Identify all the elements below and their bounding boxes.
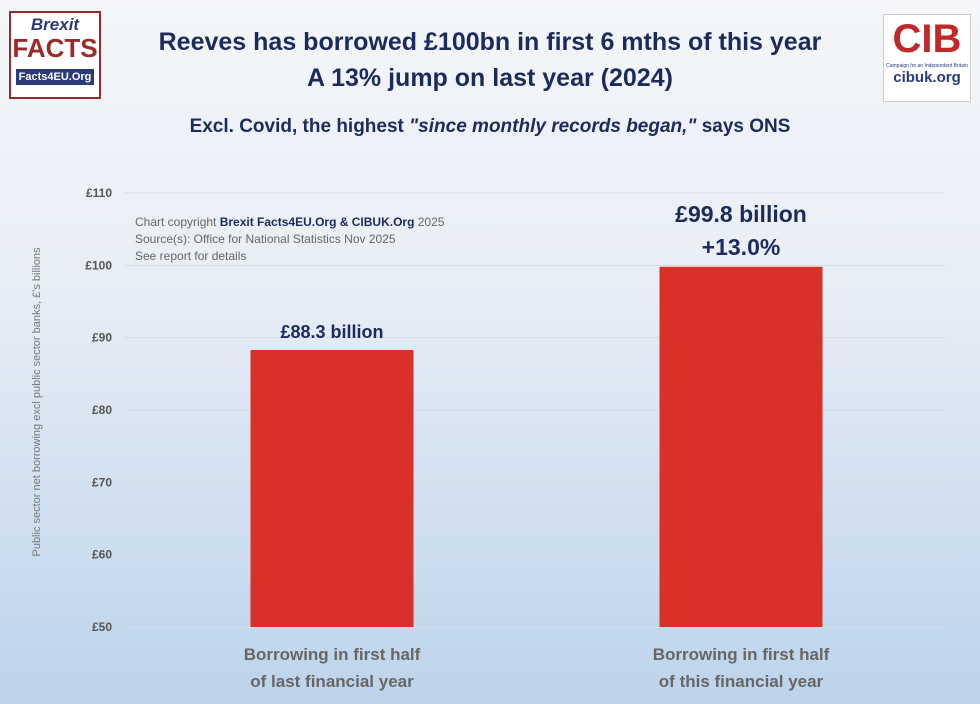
y-tick-label: £100: [85, 258, 112, 272]
cibuk-logo: CIB Campaign for an Independent Britain …: [883, 14, 971, 102]
y-tick-label: £110: [86, 186, 112, 200]
x-tick-label: of last financial year: [250, 672, 414, 691]
y-axis-label: Public sector net borrowing excl public …: [31, 247, 43, 557]
brexit-facts-logo: Brexit FACTS Facts4EU.Org: [9, 11, 101, 99]
x-tick-label: Borrowing in first half: [653, 645, 830, 664]
x-tick-label: Borrowing in first half: [244, 645, 421, 664]
title-line-2: A 13% jump on last year (2024): [307, 64, 673, 92]
data-label: £99.8 billion: [675, 201, 807, 227]
data-label: £88.3 billion: [280, 322, 383, 342]
y-tick-label: £60: [92, 548, 112, 562]
y-tick-label: £90: [92, 331, 112, 345]
data-label: +13.0%: [702, 234, 781, 260]
y-tick-label: £50: [92, 620, 112, 634]
bar: [659, 266, 823, 627]
note: See report for details: [135, 249, 246, 263]
source: Source(s): Office for National Statistic…: [135, 232, 396, 246]
copyright: Chart copyright Brexit Facts4EU.Org & CI…: [135, 215, 445, 229]
y-tick-label: £80: [92, 403, 112, 417]
y-tick-label: £70: [92, 475, 112, 489]
bar: [250, 349, 414, 627]
x-tick-label: of this financial year: [659, 672, 824, 691]
subtitle: Excl. Covid, the highest "since monthly …: [189, 116, 791, 137]
title-line-1: Reeves has borrowed £100bn in first 6 mt…: [158, 28, 822, 56]
